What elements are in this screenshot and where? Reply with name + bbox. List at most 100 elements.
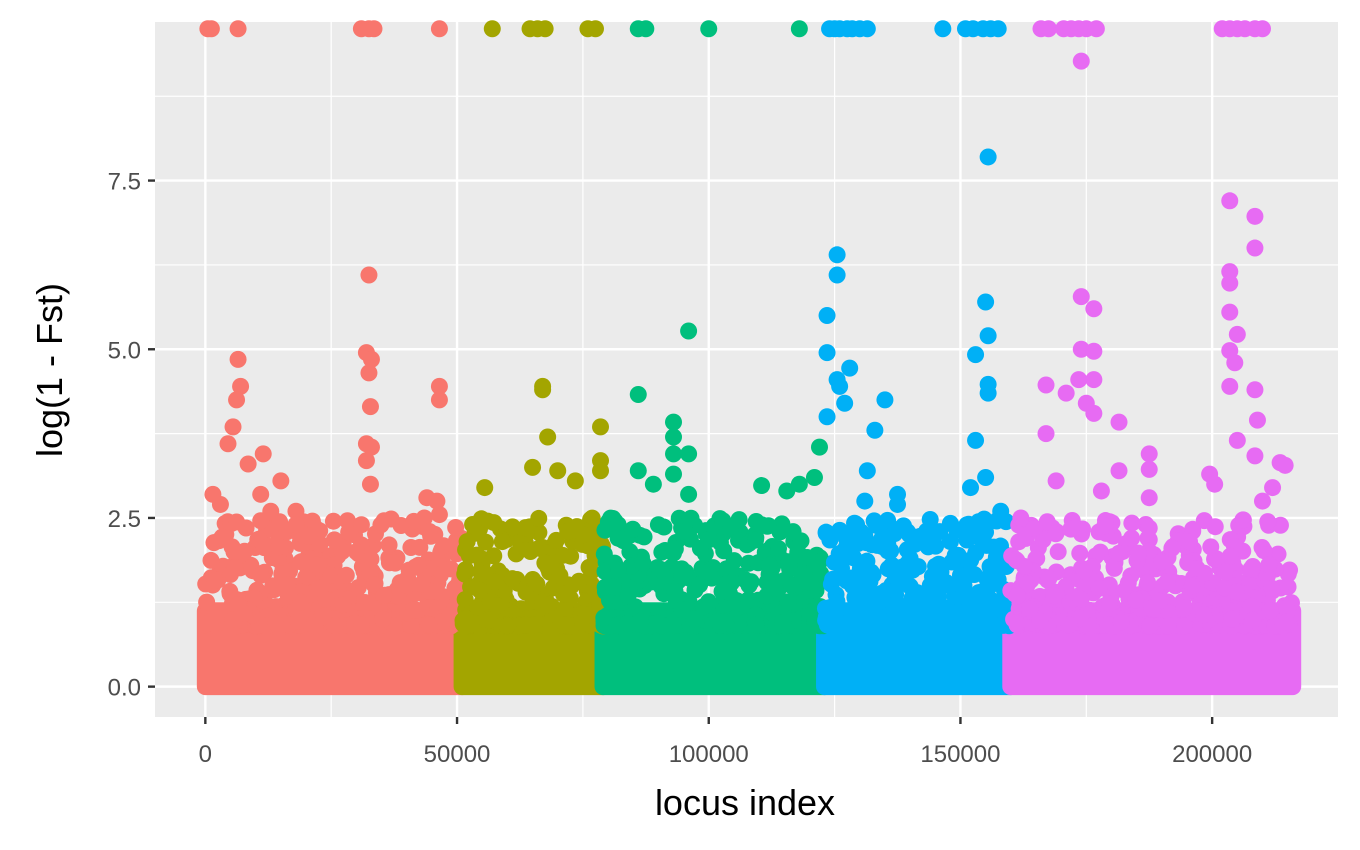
series-2-point: [624, 520, 642, 538]
series-3-point: [841, 359, 859, 377]
series-0-point: [430, 20, 448, 38]
series-3-point: [899, 615, 917, 633]
series-3-point: [911, 603, 929, 621]
series-2-point: [675, 522, 693, 540]
series-3-point: [879, 511, 897, 529]
series-3-point: [961, 617, 979, 635]
series-3-point: [934, 20, 952, 38]
series-1-point: [530, 509, 548, 527]
series-1-point: [493, 533, 511, 551]
series-2-point: [747, 531, 765, 549]
series-2-point: [720, 583, 738, 601]
series-0-point: [411, 538, 429, 556]
series-0-point: [226, 559, 244, 577]
series-0-point: [405, 601, 423, 619]
series-4-point: [1057, 384, 1075, 402]
series-2-point: [753, 477, 771, 495]
series-0-point: [224, 418, 242, 436]
series-0-point: [375, 587, 393, 605]
series-4-point: [1037, 376, 1055, 394]
series-0-point: [202, 20, 220, 38]
series-3-point: [989, 20, 1007, 38]
series-0-point: [360, 266, 378, 284]
series-0-point: [202, 551, 220, 569]
series-0-point: [289, 612, 307, 630]
series-4-point: [1227, 583, 1245, 601]
series-2-point: [652, 560, 670, 578]
series-3-point: [828, 246, 846, 264]
series-4-point: [1202, 538, 1220, 556]
series-2-point: [609, 529, 627, 547]
series-3-point: [921, 576, 939, 594]
series-3-point: [967, 431, 985, 449]
series-0-point: [361, 398, 379, 416]
series-0-point: [270, 538, 288, 556]
series-1-point: [476, 479, 494, 497]
series-1-point: [456, 617, 474, 635]
y-axis: 0.0 2.5 5.0 7.5: [108, 169, 155, 702]
series-4-point: [1259, 513, 1277, 531]
series-2-point: [680, 322, 698, 340]
series-3-point: [846, 516, 864, 534]
series-4-point: [1085, 371, 1103, 389]
series-2-point: [665, 445, 683, 463]
series-0-point: [287, 502, 305, 520]
series-3-point: [908, 584, 926, 602]
series-0-point: [352, 616, 370, 634]
series-4-point: [1031, 612, 1049, 630]
series-4-point: [1110, 544, 1128, 562]
series-3-point: [930, 555, 948, 573]
series-2-point: [665, 413, 683, 431]
series-1-point: [580, 558, 598, 576]
series-2-point: [810, 438, 828, 456]
series-3-point: [843, 617, 861, 635]
series-1-point: [586, 20, 604, 38]
series-4-point: [1105, 558, 1123, 576]
series-4-point: [1123, 514, 1141, 532]
series-4-point: [1021, 600, 1039, 618]
series-4-point: [1278, 599, 1296, 617]
series-1-point: [488, 597, 506, 615]
series-4-point: [1140, 489, 1158, 507]
series-2-point: [800, 573, 818, 591]
series-3-point: [941, 514, 959, 532]
series-2-point: [722, 518, 740, 536]
series-0-point: [420, 616, 438, 634]
series-4-point: [1221, 377, 1239, 395]
series-4-point: [1060, 616, 1078, 634]
series-2-point: [673, 601, 691, 619]
series-3-point: [877, 581, 895, 599]
series-0-point: [360, 364, 378, 382]
series-3-point: [967, 544, 985, 562]
series-1-point: [559, 522, 577, 540]
series-4-point: [1127, 591, 1145, 609]
series-4-point: [1099, 616, 1117, 634]
series-4-point: [1253, 20, 1271, 38]
series-3-point: [973, 595, 991, 613]
series-1-point: [483, 20, 501, 38]
series-0-point: [334, 596, 352, 614]
series-4-point: [1072, 590, 1090, 608]
series-3-point: [846, 590, 864, 608]
series-2-point: [609, 516, 627, 534]
series-0-point: [252, 485, 270, 503]
series-1-point: [555, 585, 573, 603]
series-3-point: [858, 462, 876, 480]
series-3-point: [866, 421, 884, 439]
series-4-point: [1140, 445, 1158, 463]
series-3-point: [979, 327, 997, 345]
series-4-point: [1264, 479, 1282, 497]
series-4-point: [1140, 460, 1158, 478]
series-0-point: [326, 617, 344, 635]
series-3-point: [967, 346, 985, 364]
series-4-point: [1279, 565, 1297, 583]
series-2-point: [653, 543, 671, 561]
series-4-point: [1260, 556, 1278, 574]
series-2-point: [619, 614, 637, 632]
series-1-point: [539, 428, 557, 446]
series-0-point: [229, 350, 247, 368]
series-0-point: [434, 537, 452, 555]
series-4-point: [1100, 595, 1118, 613]
series-0-point: [292, 553, 310, 571]
series-0-point: [325, 531, 343, 549]
